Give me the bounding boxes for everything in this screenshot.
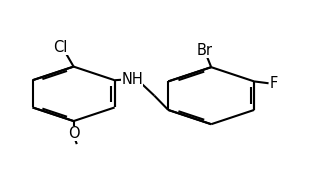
Text: Br: Br [197,43,213,58]
Text: O: O [68,125,79,141]
Text: Cl: Cl [54,40,68,55]
Text: F: F [269,76,277,91]
Text: NH: NH [121,72,143,87]
